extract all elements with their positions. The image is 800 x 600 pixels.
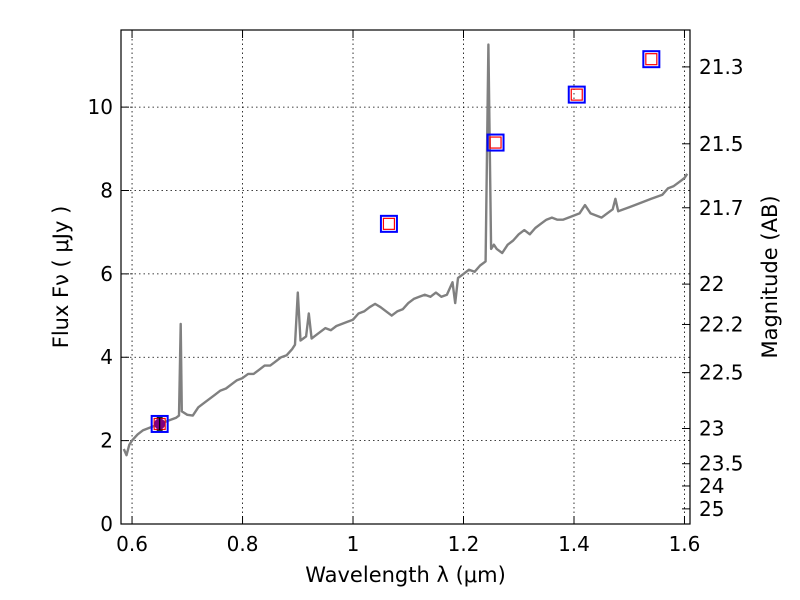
photometry-markers — [150, 50, 661, 433]
y-tick-label: 0 — [100, 512, 113, 536]
x-tick-label: 0.8 — [227, 532, 259, 556]
x-tick-label: 1.6 — [669, 532, 701, 556]
right-tick-label: 22 — [699, 272, 724, 296]
y-axis-ticks: 0 2 4 6 8 10 — [88, 95, 129, 536]
spectrum-line — [122, 43, 689, 457]
x-tick-label: 1.2 — [448, 532, 480, 556]
y-tick-label: 2 — [100, 429, 113, 453]
plot-area — [121, 30, 690, 524]
x-axis-label: Wavelength λ (μm) — [305, 563, 506, 587]
spectrum-line-series — [122, 43, 689, 457]
x-tick-label: 1 — [347, 532, 360, 556]
y-tick-label: 4 — [100, 345, 113, 369]
right-tick-label: 24 — [699, 474, 724, 498]
photometry-square-inner — [570, 88, 583, 101]
photometry-square-outer — [379, 214, 398, 233]
x-tick-label: 0.6 — [116, 532, 148, 556]
right-tick-label: 21.7 — [699, 196, 744, 220]
right-tick-label: 22.2 — [699, 312, 744, 336]
y-tick-label: 8 — [100, 178, 113, 202]
right-tick-label: 23.5 — [699, 452, 744, 476]
plot-frame — [120, 29, 691, 525]
photometry-square-inner — [645, 53, 658, 66]
y-tick-label: 10 — [88, 95, 113, 119]
right-axis-label: Magnitude (AB) — [758, 195, 782, 358]
photometry-square-outer — [486, 133, 505, 152]
x-axis-ticks: 0.6 0.8 1 1.2 1.4 1.6 — [116, 30, 700, 556]
photometry-square-outer — [567, 85, 586, 104]
y-tick-label: 6 — [100, 262, 113, 286]
right-tick-label: 25 — [699, 497, 724, 521]
right-tick-label: 22.5 — [699, 361, 744, 385]
errorbar-series — [154, 417, 166, 431]
x-tick-label: 1.4 — [558, 532, 590, 556]
right-tick-label: 21.5 — [699, 132, 744, 156]
right-tick-label: 21.3 — [699, 55, 744, 79]
y-axis-label: Flux Fν ( μJy ) — [49, 206, 73, 349]
photometry-square-outer — [642, 50, 661, 69]
photometry-square-outer — [150, 414, 169, 433]
photometry-square-inner — [489, 136, 502, 149]
photometry-square-inner — [382, 217, 396, 230]
right-tick-label: 23 — [699, 416, 724, 440]
